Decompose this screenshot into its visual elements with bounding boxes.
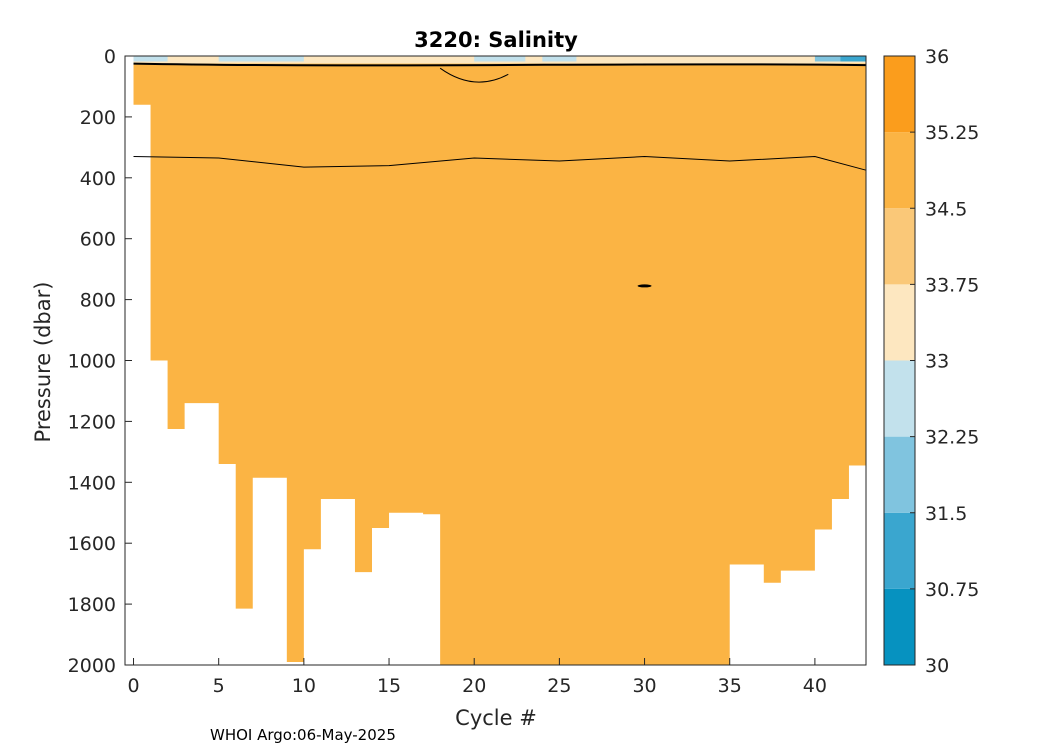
contour-line (133, 155, 867, 171)
colorbar-tick-label: 33.75 (925, 274, 979, 296)
colorbar-tick-label: 30.75 (925, 579, 979, 601)
colorbar-swatch (884, 588, 915, 665)
colorbar-tick-label: 35.25 (925, 122, 979, 144)
y-tick-label: 2000 (68, 655, 116, 677)
surface-patch (840, 56, 866, 62)
x-tick-label: 35 (718, 675, 742, 697)
contour-line (133, 62, 867, 67)
y-tick-label: 1000 (68, 351, 116, 373)
x-tick-label: 20 (462, 675, 486, 697)
y-tick-label: 1600 (68, 533, 116, 555)
x-tick-label: 30 (632, 675, 656, 697)
colorbar: 30 30.75 31.5 32.25 33 33.75 34.5 35.25 36 (883, 46, 979, 677)
x-tick-label: 5 (213, 675, 225, 697)
colorbar-tick-label: 36 (925, 46, 949, 68)
surface-patch (542, 56, 577, 62)
x-tick-label: 40 (803, 675, 827, 697)
surface-patch (133, 56, 168, 62)
y-tick-label: 800 (80, 290, 116, 312)
salinity-fill (133, 56, 867, 665)
colorbar-tick-label: 34.5 (925, 198, 967, 220)
x-tick-label: 15 (377, 675, 401, 697)
surface-layer (133, 56, 867, 64)
chart-title: 3220: Salinity (414, 28, 578, 52)
x-axis: 0 5 10 15 20 25 30 35 40 (127, 658, 827, 697)
y-tick-label: 200 (80, 107, 116, 129)
surface-patch (218, 56, 304, 62)
colorbar-swatch (884, 360, 915, 437)
colorbar-tick-label: 32.25 (925, 427, 979, 449)
y-tick-label: 1200 (68, 411, 116, 433)
colorbar-swatch (884, 208, 915, 285)
colorbar-swatch (884, 512, 915, 589)
x-tick-label: 0 (127, 675, 139, 697)
colorbar-swatch (884, 56, 915, 133)
surface-patch (814, 56, 866, 62)
y-tick-label: 400 (80, 168, 116, 190)
y-axis: 0 200 400 600 800 1000 1200 1400 1600 1800 2000 (68, 46, 132, 677)
colorbar-swatch (884, 436, 915, 513)
y-tick-label: 0 (104, 46, 116, 68)
x-tick-label: 10 (292, 675, 316, 697)
colorbar-swatch (884, 132, 915, 209)
y-tick-label: 600 (80, 229, 116, 251)
contour-blob (637, 284, 652, 288)
colorbar-tick-label: 31.5 (925, 503, 967, 525)
y-axis-label: Pressure (dbar) (31, 282, 55, 443)
x-tick-label: 25 (547, 675, 571, 697)
plot-area (124, 55, 867, 666)
colorbar-tick-label: 30 (925, 655, 949, 677)
contour-line (439, 67, 509, 83)
y-tick-label: 1400 (68, 472, 116, 494)
footer-credit: WHOI Argo:06-May-2025 (210, 726, 396, 744)
y-tick-label: 1800 (68, 594, 116, 616)
surface-patch (474, 56, 526, 62)
colorbar-tick-label: 33 (925, 351, 949, 373)
x-axis-label: Cycle # (455, 706, 537, 730)
colorbar-swatch (884, 284, 915, 361)
